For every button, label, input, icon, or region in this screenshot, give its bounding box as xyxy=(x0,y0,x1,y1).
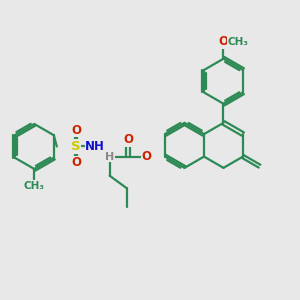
Text: O: O xyxy=(71,156,81,169)
Text: CH₃: CH₃ xyxy=(228,37,249,47)
Text: CH₃: CH₃ xyxy=(24,181,45,191)
Text: O: O xyxy=(218,35,229,48)
Text: H: H xyxy=(105,152,114,162)
Text: O: O xyxy=(123,133,133,146)
Text: O: O xyxy=(142,150,152,163)
Text: NH: NH xyxy=(85,140,105,153)
Text: O: O xyxy=(71,124,81,137)
Text: S: S xyxy=(71,140,81,153)
